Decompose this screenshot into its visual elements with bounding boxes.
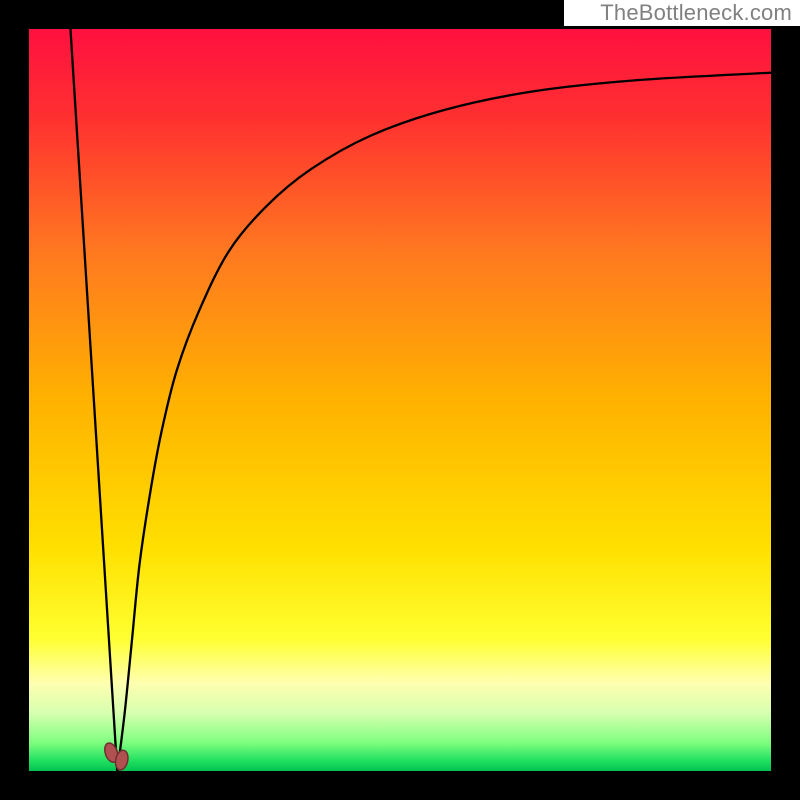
chart-container: TheBottleneck.com: [0, 0, 800, 800]
bottleneck-chart: [0, 0, 800, 800]
frame-right: [772, 0, 800, 800]
frame-left: [0, 0, 28, 800]
frame-bottom: [0, 772, 800, 800]
attribution-text: TheBottleneck.com: [600, 0, 792, 26]
plot-background: [28, 28, 772, 772]
